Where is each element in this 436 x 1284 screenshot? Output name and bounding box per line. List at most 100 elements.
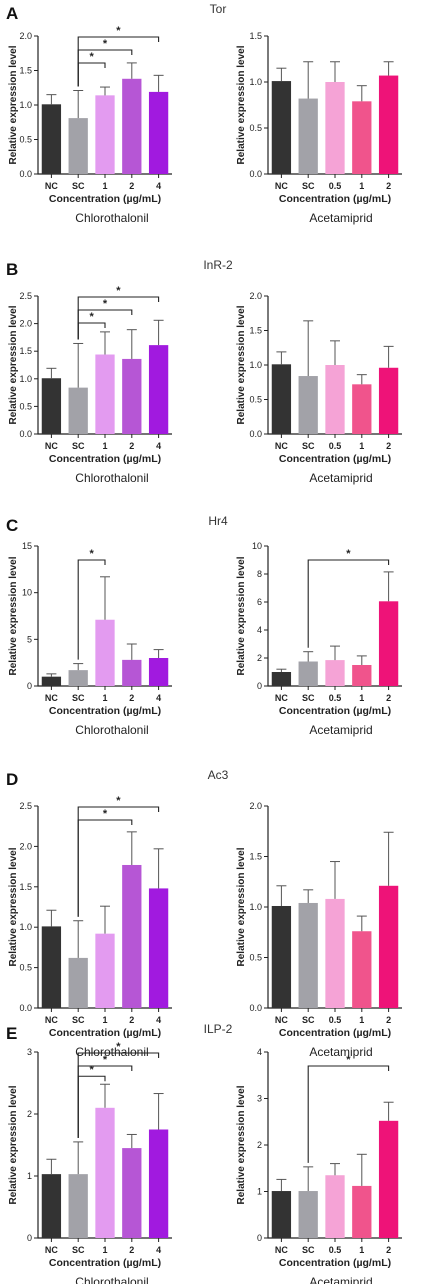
y-axis-label: Relative expression level — [236, 1085, 247, 1204]
y-tick-label: 0.5 — [19, 135, 32, 145]
y-tick-label: 0.0 — [19, 429, 32, 439]
significance-bracket — [77, 36, 160, 87]
x-tick-label: NC — [45, 1245, 58, 1255]
x-tick-label: SC — [302, 181, 315, 191]
treatment-label: Chlorothalonil — [75, 471, 148, 485]
x-tick-label: 4 — [156, 1245, 161, 1255]
panel-D: D Ac3 0.0 0.5 1.0 1.5 2.0 2.5 NC SC 1 2 4 * * Concentra… — [6, 768, 402, 1059]
gene-title: Ac3 — [208, 768, 229, 782]
significance-star: * — [116, 285, 121, 297]
y-axis-label: Relative expression level — [8, 45, 19, 164]
y-tick-label: 0.0 — [19, 169, 32, 179]
y-tick-label: 6 — [257, 597, 262, 607]
bar — [41, 104, 62, 174]
treatment-label: Chlorothalonil — [75, 1275, 148, 1284]
panel-letter: B — [6, 260, 18, 279]
y-tick-label: 2.0 — [249, 801, 262, 811]
y-tick-label: 0.0 — [249, 429, 262, 439]
bar — [271, 905, 292, 1008]
significance-star: * — [89, 1064, 94, 1076]
x-tick-label: 2 — [386, 693, 391, 703]
bar — [41, 1174, 62, 1238]
x-axis-label: Concentration (µg/mL) — [49, 705, 161, 717]
treatment-label: Chlorothalonil — [75, 1045, 148, 1059]
y-tick-label: 10 — [22, 588, 32, 598]
treatment-label: Acetamiprid — [309, 211, 372, 225]
y-tick-label: 10 — [252, 541, 262, 551]
y-tick-label: 2.5 — [19, 291, 32, 301]
x-tick-label: NC — [275, 693, 288, 703]
y-axis-label: Relative expression level — [8, 1085, 19, 1204]
y-tick-label: 1 — [257, 1187, 262, 1197]
significance-star: * — [116, 795, 121, 807]
x-tick-label: SC — [302, 693, 315, 703]
y-tick-label: 0.5 — [19, 963, 32, 973]
y-tick-label: 1.0 — [19, 100, 32, 110]
x-tick-label: 4 — [156, 441, 161, 451]
bar — [68, 118, 88, 174]
x-axis-label: Concentration (µg/mL) — [49, 1257, 161, 1269]
y-tick-label: 2 — [27, 1109, 32, 1119]
x-tick-label: 0.5 — [329, 1245, 342, 1255]
bar — [68, 670, 88, 686]
bar — [148, 1129, 169, 1238]
bar — [68, 387, 88, 434]
panel-B: B InR-2 0.0 0.5 1.0 1.5 2.0 2.5 NC SC 1 2 4 * * * Concen… — [6, 258, 402, 485]
significance-bracket — [307, 559, 390, 648]
panel-letter: E — [6, 1024, 17, 1043]
x-tick-label: 2 — [129, 441, 134, 451]
bar — [148, 91, 169, 174]
treatment-label: Acetamiprid — [309, 723, 372, 737]
y-tick-label: 0.5 — [19, 401, 32, 411]
y-tick-label: 8 — [257, 569, 262, 579]
bar — [148, 345, 169, 434]
bar — [352, 101, 372, 174]
significance-star: * — [103, 298, 108, 310]
x-tick-label: 0.5 — [329, 441, 342, 451]
treatment-label: Acetamiprid — [309, 1045, 372, 1059]
bar — [298, 376, 318, 434]
bar — [41, 926, 62, 1008]
bar — [271, 1191, 292, 1238]
bar — [298, 661, 318, 686]
y-axis-label: Relative expression level — [236, 847, 247, 966]
y-tick-label: 2 — [257, 653, 262, 663]
bar — [271, 81, 292, 174]
chart-E-acetamiprid: 0 1 2 3 4 NC SC 0.5 1 2 * Concentration (µg/mL) Rela… — [236, 1047, 402, 1284]
treatment-label: Chlorothalonil — [75, 211, 148, 225]
y-tick-label: 0 — [257, 681, 262, 691]
significance-star: * — [103, 1054, 108, 1066]
y-tick-label: 1.5 — [19, 346, 32, 356]
significance-star: * — [103, 808, 108, 820]
bar — [148, 658, 169, 686]
bar — [95, 619, 115, 686]
bar — [352, 931, 372, 1008]
x-tick-label: 4 — [156, 181, 161, 191]
bar — [298, 98, 318, 174]
bar — [95, 354, 115, 434]
x-tick-label: 1 — [102, 1015, 107, 1025]
significance-bracket — [77, 62, 106, 87]
bar — [271, 364, 292, 434]
treatment-label: Acetamiprid — [309, 1275, 372, 1284]
chart-E-chlorothalonil: 0 1 2 3 NC SC 1 2 4 * * * Concentration (µg/mL) Relat… — [8, 1041, 172, 1284]
y-tick-label: 1.0 — [19, 922, 32, 932]
y-tick-label: 1.5 — [19, 882, 32, 892]
y-tick-label: 1.5 — [249, 852, 262, 862]
bar — [378, 75, 399, 174]
x-tick-label: 1 — [359, 1245, 364, 1255]
bar — [325, 898, 345, 1008]
significance-bracket — [77, 296, 160, 340]
significance-star: * — [89, 311, 94, 323]
significance-bracket — [77, 559, 106, 660]
treatment-label: Acetamiprid — [309, 471, 372, 485]
x-tick-label: 0.5 — [329, 1015, 342, 1025]
y-tick-label: 0 — [27, 681, 32, 691]
bar — [95, 933, 115, 1008]
bar — [122, 659, 142, 686]
x-tick-label: 2 — [129, 693, 134, 703]
bar — [95, 95, 115, 174]
significance-star: * — [346, 548, 351, 560]
x-tick-label: SC — [72, 693, 85, 703]
y-tick-label: 1.0 — [249, 360, 262, 370]
